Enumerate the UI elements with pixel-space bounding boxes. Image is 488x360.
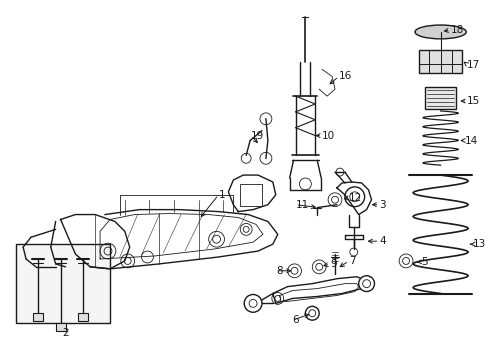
Circle shape xyxy=(305,306,319,320)
Text: 18: 18 xyxy=(449,25,463,35)
Text: 17: 17 xyxy=(467,59,480,69)
Text: 15: 15 xyxy=(467,96,480,106)
Bar xyxy=(418,50,461,73)
Bar xyxy=(56,323,65,331)
Text: 19: 19 xyxy=(251,131,264,141)
Text: 4: 4 xyxy=(379,236,385,246)
Text: 6: 6 xyxy=(292,315,299,325)
Text: 11: 11 xyxy=(295,200,308,210)
Text: 14: 14 xyxy=(465,135,478,145)
Text: 7: 7 xyxy=(348,256,355,266)
Text: 16: 16 xyxy=(338,71,351,81)
Bar xyxy=(424,87,455,109)
Circle shape xyxy=(244,294,262,312)
Ellipse shape xyxy=(414,25,466,39)
Bar xyxy=(78,313,88,321)
Circle shape xyxy=(358,276,374,292)
Text: 5: 5 xyxy=(420,257,427,267)
Bar xyxy=(33,313,43,321)
Text: 8: 8 xyxy=(275,266,282,276)
Bar xyxy=(240,184,262,206)
Text: 9: 9 xyxy=(329,259,336,269)
Text: 10: 10 xyxy=(322,131,335,141)
Text: 3: 3 xyxy=(379,200,385,210)
Text: 1: 1 xyxy=(218,190,224,200)
Bar xyxy=(16,244,110,323)
Text: 12: 12 xyxy=(348,193,361,203)
Text: 13: 13 xyxy=(472,239,486,249)
Text: 2: 2 xyxy=(62,328,69,338)
